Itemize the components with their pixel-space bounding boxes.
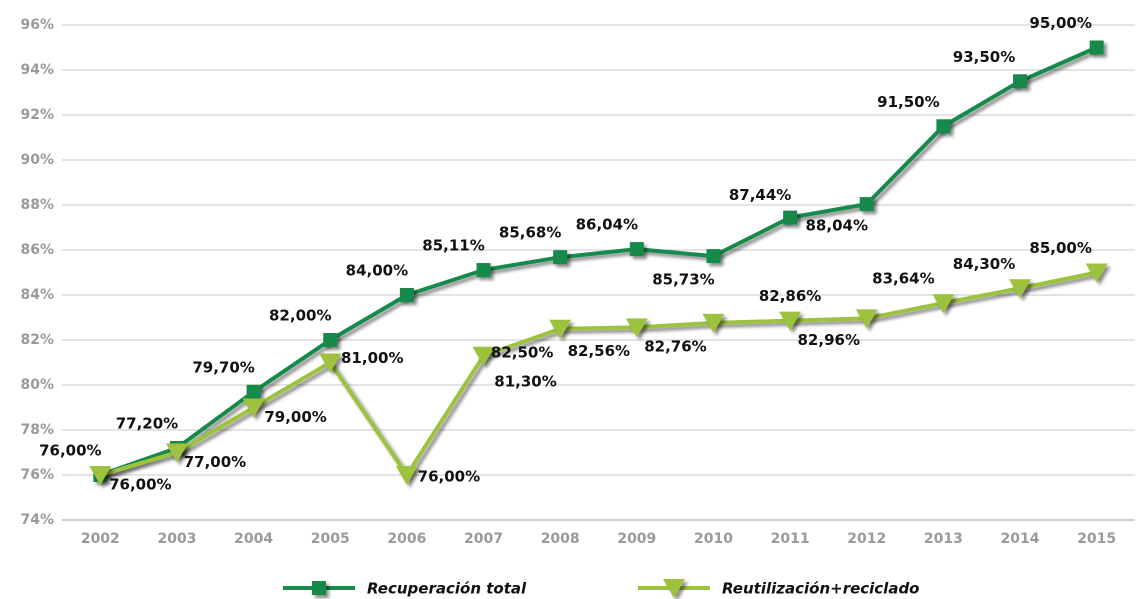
data-label: 95,00% [1029, 14, 1091, 32]
x-tick-label: 2007 [464, 531, 503, 547]
data-label: 76,00% [109, 476, 171, 494]
marker [246, 384, 261, 399]
data-label: 76,00% [418, 468, 480, 486]
marker [855, 309, 878, 329]
x-tick-label: 2013 [924, 531, 963, 547]
x-tick-label: 2012 [847, 531, 886, 547]
data-label: 87,44% [729, 186, 791, 204]
series-line [99, 45, 1098, 477]
marker [242, 398, 265, 418]
marker [1009, 279, 1032, 299]
marker [549, 319, 572, 339]
data-label: 85,68% [499, 224, 561, 242]
marker [783, 210, 798, 225]
data-label: 82,50% [491, 343, 553, 361]
marker [1013, 74, 1028, 89]
x-tick-label: 2014 [1001, 531, 1040, 547]
data-label: 77,20% [116, 415, 178, 433]
marker [1089, 40, 1104, 55]
series-line [99, 270, 1098, 479]
x-tick-label: 2011 [771, 531, 810, 547]
marker [553, 250, 568, 265]
data-label: 85,00% [1029, 239, 1091, 257]
marker [319, 353, 342, 373]
data-label: 91,50% [877, 93, 939, 111]
marker [932, 294, 955, 314]
data-label: 82,86% [759, 287, 821, 305]
x-tick-label: 2009 [617, 531, 656, 547]
data-label: 88,04% [806, 217, 868, 235]
marker [859, 197, 874, 212]
x-tick-label: 2003 [157, 531, 196, 547]
data-label: 82,76% [644, 337, 706, 355]
y-tick-label: 90% [20, 152, 54, 168]
y-tick-label: 80% [20, 377, 54, 393]
data-label: 77,00% [184, 453, 246, 471]
data-label: 79,70% [192, 358, 254, 376]
marker [476, 263, 491, 278]
x-tick-label: 2008 [541, 531, 580, 547]
legend-item: Recuperación total [283, 580, 527, 598]
data-label: 93,50% [953, 48, 1015, 66]
x-tick-label: 2006 [387, 531, 426, 547]
marker [936, 119, 951, 134]
data-label: 76,00% [39, 442, 101, 460]
data-label: 84,30% [953, 255, 1015, 273]
marker [702, 313, 725, 333]
y-tick-label: 82% [20, 332, 54, 348]
marker [399, 288, 414, 302]
marker [472, 346, 495, 366]
x-tick-label: 2010 [694, 531, 733, 547]
y-tick-label: 96% [20, 17, 54, 33]
data-label: 82,56% [568, 342, 630, 360]
legend-label: Recuperación total [367, 580, 527, 598]
data-label: 81,30% [494, 372, 556, 390]
y-tick-label: 88% [20, 197, 54, 213]
series [89, 263, 1108, 485]
marker [663, 579, 685, 598]
marker [1085, 263, 1108, 283]
marker [779, 311, 802, 331]
data-label: 84,00% [346, 262, 408, 280]
data-label: 86,04% [576, 216, 638, 234]
y-tick-label: 76% [20, 467, 54, 483]
y-tick-label: 84% [20, 287, 54, 303]
data-label: 85,73% [652, 271, 714, 289]
y-tick-label: 86% [20, 242, 54, 258]
data-label: 82,96% [798, 331, 860, 349]
x-tick-label: 2002 [81, 531, 120, 547]
y-tick-label: 78% [20, 422, 54, 438]
marker [625, 318, 648, 338]
data-label: 81,00% [341, 349, 403, 367]
data-label: 85,11% [422, 237, 484, 255]
y-tick-label: 92% [20, 107, 54, 123]
y-tick-label: 94% [20, 62, 54, 78]
marker [89, 466, 112, 485]
x-tick-label: 2015 [1077, 531, 1116, 547]
y-tick-label: 74% [20, 512, 54, 528]
legend-label: Reutilización+reciclado [722, 580, 920, 598]
x-tick-label: 2004 [234, 531, 273, 547]
data-label: 83,64% [872, 270, 934, 288]
data-label: 79,00% [264, 408, 326, 426]
marker [395, 466, 418, 485]
marker [706, 249, 721, 264]
marker [312, 581, 326, 595]
marker [629, 242, 644, 257]
x-tick-label: 2005 [311, 531, 350, 547]
marker [323, 333, 338, 347]
marker [165, 443, 188, 463]
legend-item: Reutilización+reciclado [638, 579, 920, 598]
data-label: 82,00% [269, 307, 331, 325]
